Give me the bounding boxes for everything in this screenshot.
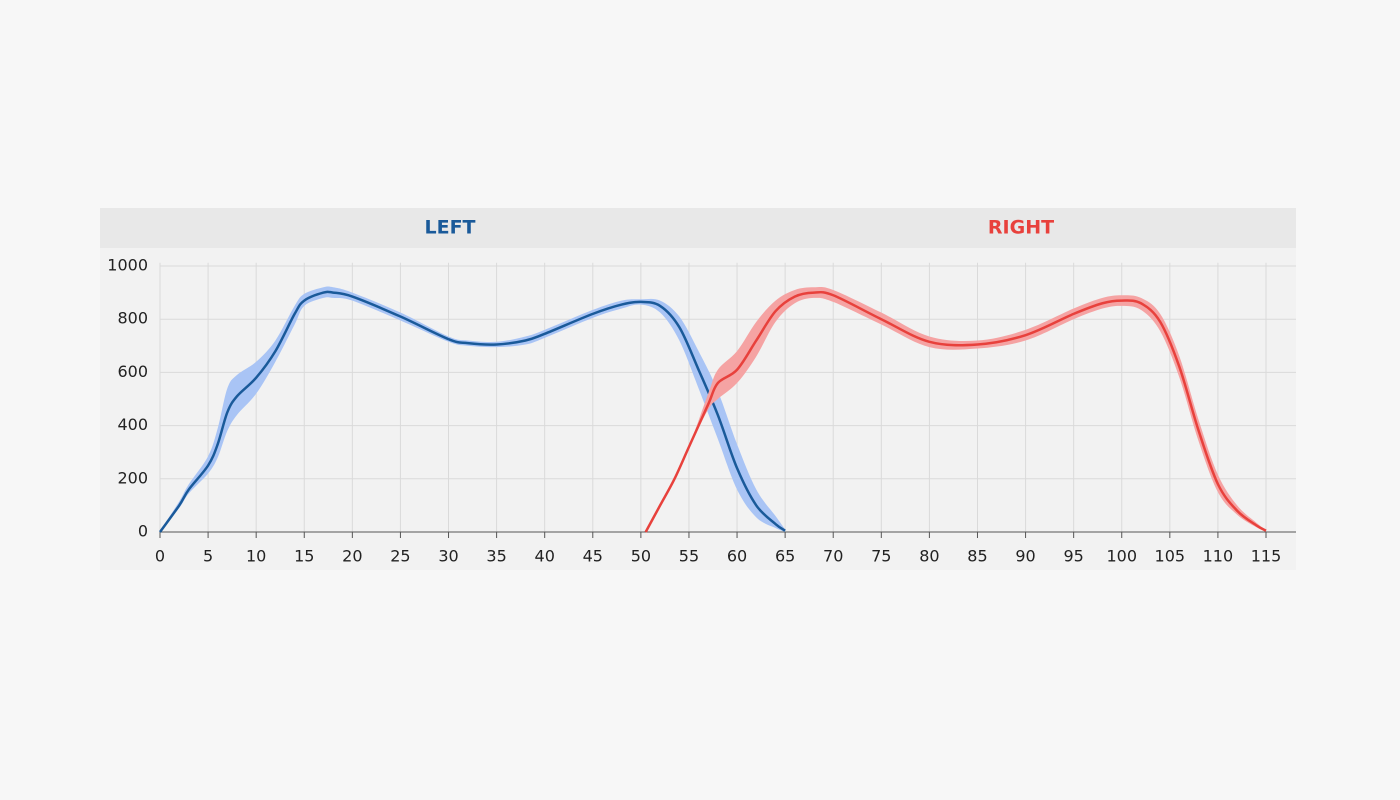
x-tick-label: 70 (823, 547, 843, 566)
x-tick-label: 115 (1251, 547, 1282, 566)
x-tick-label: 20 (342, 547, 362, 566)
x-tick-label: 105 (1155, 547, 1186, 566)
x-tick-label: 85 (967, 547, 987, 566)
x-tick-label: 0 (155, 547, 165, 566)
x-tick-label: 5 (203, 547, 213, 566)
x-tick-label: 45 (583, 547, 603, 566)
x-tick-label: 95 (1063, 547, 1083, 566)
y-tick-label: 600 (117, 362, 148, 381)
line (644, 290, 1267, 533)
y-tick-label: 200 (117, 468, 148, 487)
x-tick-label: 50 (631, 547, 651, 566)
x-tick-label: 10 (246, 547, 266, 566)
x-tick-label: 80 (919, 547, 939, 566)
x-tick-label: 35 (486, 547, 506, 566)
x-tick-label: 110 (1203, 547, 1234, 566)
x-tick-label: 25 (390, 547, 410, 566)
x-tick-label: 65 (775, 547, 795, 566)
x-tick-label: 30 (438, 547, 458, 566)
y-tick-label: 800 (117, 309, 148, 328)
line (158, 290, 786, 533)
x-tick-label: 100 (1106, 547, 1137, 566)
x-tick-label: 55 (679, 547, 699, 566)
x-tick-label: 75 (871, 547, 891, 566)
x-tick-label: 40 (535, 547, 555, 566)
y-tick-label: 0 (138, 522, 148, 541)
left-header: LEFT (424, 217, 475, 239)
header-band (100, 208, 1296, 248)
right-header: RIGHT (988, 217, 1054, 239)
y-tick-label: 400 (117, 415, 148, 434)
x-tick-label: 90 (1015, 547, 1035, 566)
y-tick-label: 1000 (107, 256, 148, 275)
x-tick-label: 15 (294, 547, 314, 566)
x-tick-label: 60 (727, 547, 747, 566)
